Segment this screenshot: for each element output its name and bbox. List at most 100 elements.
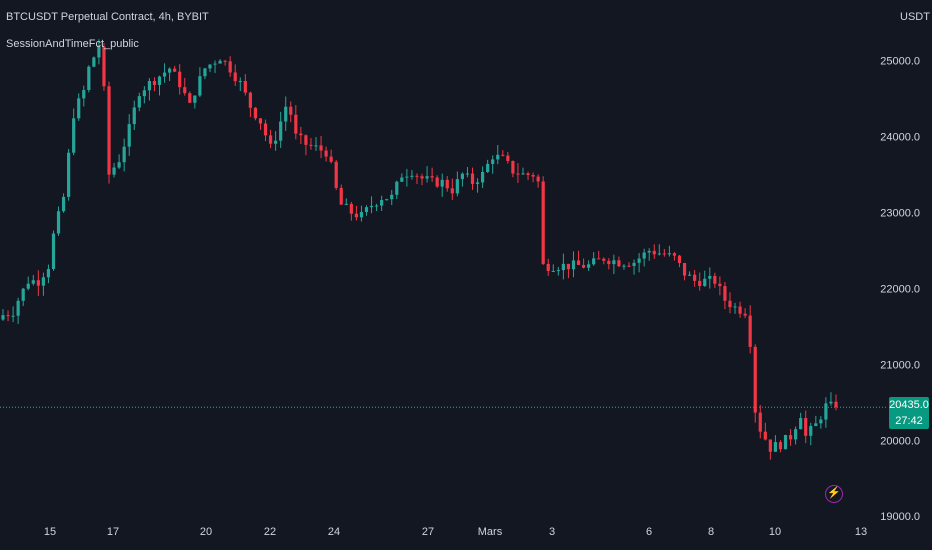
candle-body [415, 175, 419, 177]
candle-body [248, 92, 252, 108]
x-tick-label: 20 [200, 526, 212, 538]
indicator-label[interactable]: SessionAndTimeFct_public [6, 38, 139, 50]
candle-body [546, 263, 550, 272]
candle-body [309, 144, 313, 146]
candle [491, 155, 495, 174]
candle [390, 189, 394, 206]
candle [420, 173, 424, 186]
candle-body [400, 177, 404, 182]
candle [440, 173, 444, 197]
candle [758, 404, 762, 439]
candle [450, 178, 454, 200]
candle-body [783, 434, 788, 450]
candle [506, 151, 510, 164]
candle-body [607, 260, 611, 265]
candle-body [157, 76, 162, 85]
candle [385, 198, 389, 201]
candle-body [799, 418, 803, 430]
candle-body [420, 176, 424, 179]
candle [304, 134, 308, 156]
candle-body [72, 118, 76, 153]
candle [162, 63, 167, 83]
candle [87, 65, 91, 93]
candle-body [26, 283, 30, 289]
candle [152, 77, 157, 92]
candle-body [339, 187, 343, 205]
candle-body [152, 80, 157, 85]
candle-body [253, 107, 258, 119]
candle [551, 264, 555, 273]
lightning-bolt-icon[interactable]: ⚡ [825, 485, 843, 503]
candle [405, 168, 409, 187]
candle-body [183, 87, 187, 94]
candle [198, 67, 202, 98]
candle [834, 394, 838, 411]
symbol-title[interactable]: BTCUSDT Perpetual Contract, 4h, BYBIT [6, 11, 209, 23]
candle [82, 85, 86, 107]
candle [703, 270, 707, 287]
candle-body [738, 306, 742, 314]
candle-body [223, 60, 227, 62]
candle [46, 264, 51, 284]
candle-body [733, 306, 737, 308]
candle [41, 272, 45, 296]
candle [26, 276, 30, 291]
candle-body [460, 173, 465, 180]
candle [475, 178, 480, 193]
candle [632, 259, 636, 275]
candle [127, 114, 131, 156]
candle [778, 440, 783, 453]
candle-body [758, 412, 762, 432]
candle-body [445, 179, 449, 189]
candle-body [682, 262, 687, 276]
candle [455, 171, 459, 197]
candle [56, 206, 61, 236]
candle-body [6, 315, 10, 317]
candle [642, 248, 646, 267]
candle-body [486, 163, 490, 173]
candle-body [627, 265, 631, 267]
candle-body [617, 260, 621, 267]
currency-label: USDT [900, 11, 930, 23]
candle [223, 59, 227, 66]
candle [309, 137, 313, 150]
candle-body [647, 250, 651, 253]
candle [314, 137, 318, 151]
candle [753, 344, 757, 423]
candle [16, 297, 20, 325]
candle-body [475, 182, 480, 184]
candle-body [516, 173, 520, 175]
candle [465, 167, 470, 178]
candle-body [304, 135, 308, 145]
candle [51, 230, 56, 271]
candle [829, 392, 833, 406]
candle-body [31, 280, 35, 284]
candle-body [642, 252, 646, 259]
candle-body [21, 288, 25, 301]
candle-body [435, 177, 439, 187]
candle-body [470, 173, 475, 184]
candle-body [213, 63, 217, 65]
candles-layer [1, 39, 838, 460]
candle [723, 281, 727, 310]
y-tick-label: 21000.0 [880, 359, 920, 371]
candle-body [481, 172, 485, 183]
x-tick-label: 8 [708, 526, 714, 538]
candle-body [279, 121, 283, 141]
candle [203, 67, 207, 80]
candle-body [142, 90, 146, 97]
candle [263, 119, 268, 142]
candle [157, 75, 162, 96]
candle-body [284, 106, 288, 122]
candle-body [652, 250, 656, 255]
candle-body [173, 68, 177, 72]
candle [571, 251, 576, 278]
candle-body [768, 439, 772, 452]
candle-body [763, 431, 767, 440]
candle-body [112, 167, 116, 175]
candle-body [788, 434, 793, 440]
candle [501, 150, 505, 157]
candle [339, 184, 343, 205]
candle-body [263, 123, 268, 136]
